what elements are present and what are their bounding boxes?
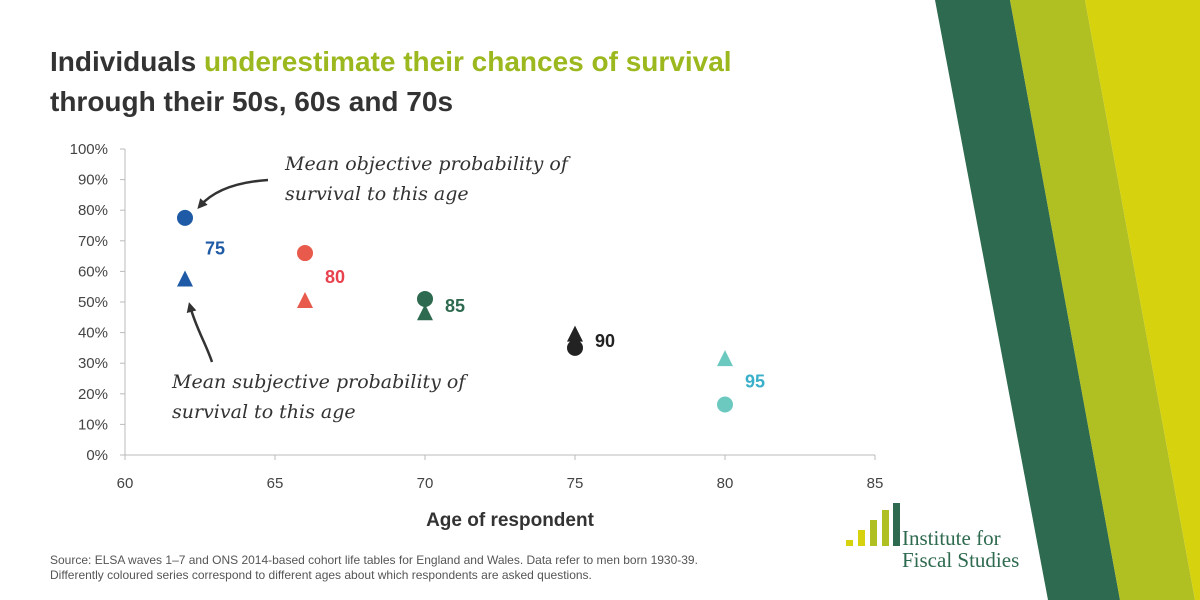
x-tick-label: 65 — [267, 475, 284, 492]
y-tick-label: 60% — [78, 263, 108, 280]
y-tick-label: 50% — [78, 294, 108, 311]
series-label-90: 90 — [595, 331, 615, 351]
subjective-point-75 — [177, 270, 193, 287]
decor-stripes — [935, 0, 1200, 600]
y-tick-label: 10% — [78, 416, 108, 433]
objective-point-90 — [567, 339, 583, 356]
annotation-subjective-arrow — [186, 302, 214, 363]
objective-point-80 — [297, 245, 313, 262]
y-tick-label: 100% — [70, 141, 108, 158]
y-tick-label: 20% — [78, 386, 108, 403]
axes: 0% 10% 20% 30% 40% 50% 60% 70% 80% 90% 100% 60 65 70 7… — [70, 141, 884, 492]
data-marks: 75 80 85 90 95 — [177, 209, 765, 413]
y-tick-label: 0% — [86, 447, 108, 464]
annotation-objective-arrow — [197, 178, 269, 210]
annotation-subjective-line2: survival to this age — [172, 401, 356, 423]
title-part1: Individuals — [50, 46, 205, 77]
y-tick-label: 40% — [78, 325, 108, 342]
subjective-point-95 — [717, 350, 733, 367]
y-tick-label: 70% — [78, 233, 108, 250]
objective-point-95 — [717, 396, 733, 413]
x-tick-label: 80 — [717, 475, 734, 492]
objective-point-85 — [417, 290, 433, 307]
y-tick-label: 90% — [78, 172, 108, 189]
title-highlight: underestimate their chances of survival — [204, 46, 732, 77]
subjective-point-80 — [297, 291, 313, 308]
logo-line2: Fiscal Studies — [902, 548, 1020, 572]
ifs-logo-bars — [846, 503, 900, 546]
source-note: Source: ELSA waves 1–7 and ONS 2014-base… — [50, 553, 850, 583]
y-tick-label: 80% — [78, 202, 108, 219]
source-line1: Source: ELSA waves 1–7 and ONS 2014-base… — [50, 553, 698, 567]
series-label-80: 80 — [325, 267, 345, 287]
ifs-logo-text: Institute for Fiscal Studies — [902, 527, 1019, 571]
series-label-95: 95 — [745, 372, 765, 392]
x-tick-label: 85 — [867, 475, 884, 492]
annotation-objective: Mean objective probability of survival t… — [197, 153, 571, 210]
annotation-objective-line2: survival to this age — [285, 183, 469, 205]
series-label-85: 85 — [445, 296, 465, 316]
series-label-75: 75 — [205, 238, 225, 258]
x-tick-label: 75 — [567, 475, 584, 492]
source-line2: Differently coloured series correspond t… — [50, 568, 592, 582]
subjective-point-85 — [417, 304, 433, 321]
objective-point-75 — [177, 209, 193, 226]
x-tick-label: 60 — [117, 475, 134, 492]
logo-line1: Institute for — [902, 526, 1001, 550]
x-tick-label: 70 — [417, 475, 434, 492]
subjective-point-90 — [567, 325, 583, 342]
annotation-subjective-line1: Mean subjective probability of — [171, 371, 468, 393]
annotation-subjective: Mean subjective probability of survival … — [171, 302, 468, 423]
annotation-objective-line1: Mean objective probability of — [284, 153, 571, 175]
y-tick-label: 30% — [78, 355, 108, 372]
x-axis-label: Age of respondent — [426, 510, 595, 531]
title-line2: through their 50s, 60s and 70s — [50, 86, 454, 117]
chart-title: Individuals underestimate their chances … — [50, 42, 732, 122]
